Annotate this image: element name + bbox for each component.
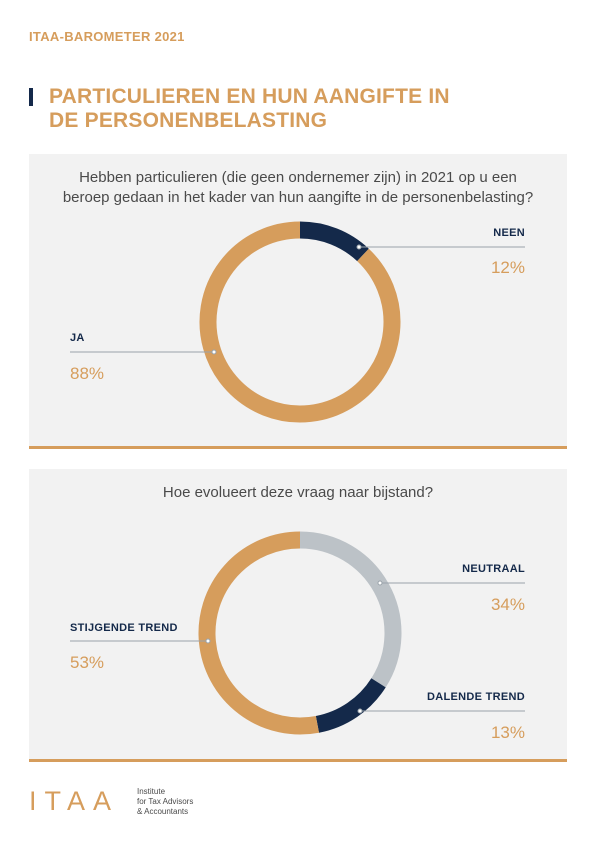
- page-title-line-2: DE PERSONENBELASTING: [49, 109, 328, 132]
- leader-dot: [211, 349, 217, 355]
- chart-question-line-1: Hebben particulieren (die geen onderneme…: [79, 169, 517, 186]
- chart-question-2-line-1: Hoe evolueert deze vraag naar bijstand?: [162, 484, 434, 501]
- chart-panel-aangifte: Hebben particulieren (die geen onderneme…: [29, 154, 567, 449]
- slice-label-neutraal: NEUTRAAL: [462, 563, 525, 575]
- donut-slice-neen: [299, 221, 369, 262]
- slice-label-neen: NEEN: [493, 227, 525, 239]
- tagline-line-3: & Accountants: [137, 807, 189, 816]
- slice-value-ja: 88%: [70, 364, 105, 383]
- slice-label-dalende-trend: DALENDE TREND: [426, 691, 525, 703]
- page-title: PARTICULIEREN EN HUN AANGIFTE IN DE PERS…: [49, 85, 450, 133]
- title-accent-bar: [29, 88, 33, 106]
- page-title-line-1: PARTICULIEREN EN HUN AANGIFTE IN: [49, 85, 450, 108]
- tagline-line-1: Institute: [137, 787, 166, 796]
- chart-question-line-2: beroep gedaan in het kader van hun aangi…: [62, 189, 534, 206]
- donut-slice-stijgende-trend: [198, 531, 320, 735]
- slice-label-ja: JA: [70, 332, 85, 344]
- donut-chart-aangifte: [70, 221, 525, 423]
- leader-dot: [357, 708, 363, 714]
- slice-value-neutraal: 34%: [490, 595, 525, 614]
- leader-dot: [377, 580, 383, 586]
- donut-slice-neutraal: [299, 531, 402, 688]
- tagline-line-2: for Tax Advisors: [137, 797, 194, 806]
- donut-slice-dalende-trend: [315, 678, 386, 733]
- chart-question: Hebben particulieren (die geen onderneme…: [29, 168, 567, 208]
- slice-value-neen: 12%: [490, 258, 525, 277]
- itaa-logo: ITAA: [29, 786, 120, 816]
- leader-dot: [356, 244, 362, 250]
- report-eyebrow: ITAA-BAROMETER 2021: [29, 29, 185, 44]
- chart-question-2: Hoe evolueert deze vraag naar bijstand?: [29, 483, 567, 503]
- slice-value-dalende-trend: 13%: [490, 723, 525, 742]
- itaa-logo-tagline: Institute for Tax Advisors & Accountants: [137, 787, 193, 817]
- slice-label-stijgende-trend: STIJGENDE TREND: [70, 622, 178, 634]
- donut-chart-evolutie: [70, 531, 525, 735]
- leader-dot: [205, 638, 211, 644]
- chart-panel-evolutie: Hoe evolueert deze vraag naar bijstand? …: [29, 469, 567, 762]
- donut-slice-ja: [199, 221, 401, 423]
- slice-value-stijgende-trend: 53%: [70, 653, 105, 672]
